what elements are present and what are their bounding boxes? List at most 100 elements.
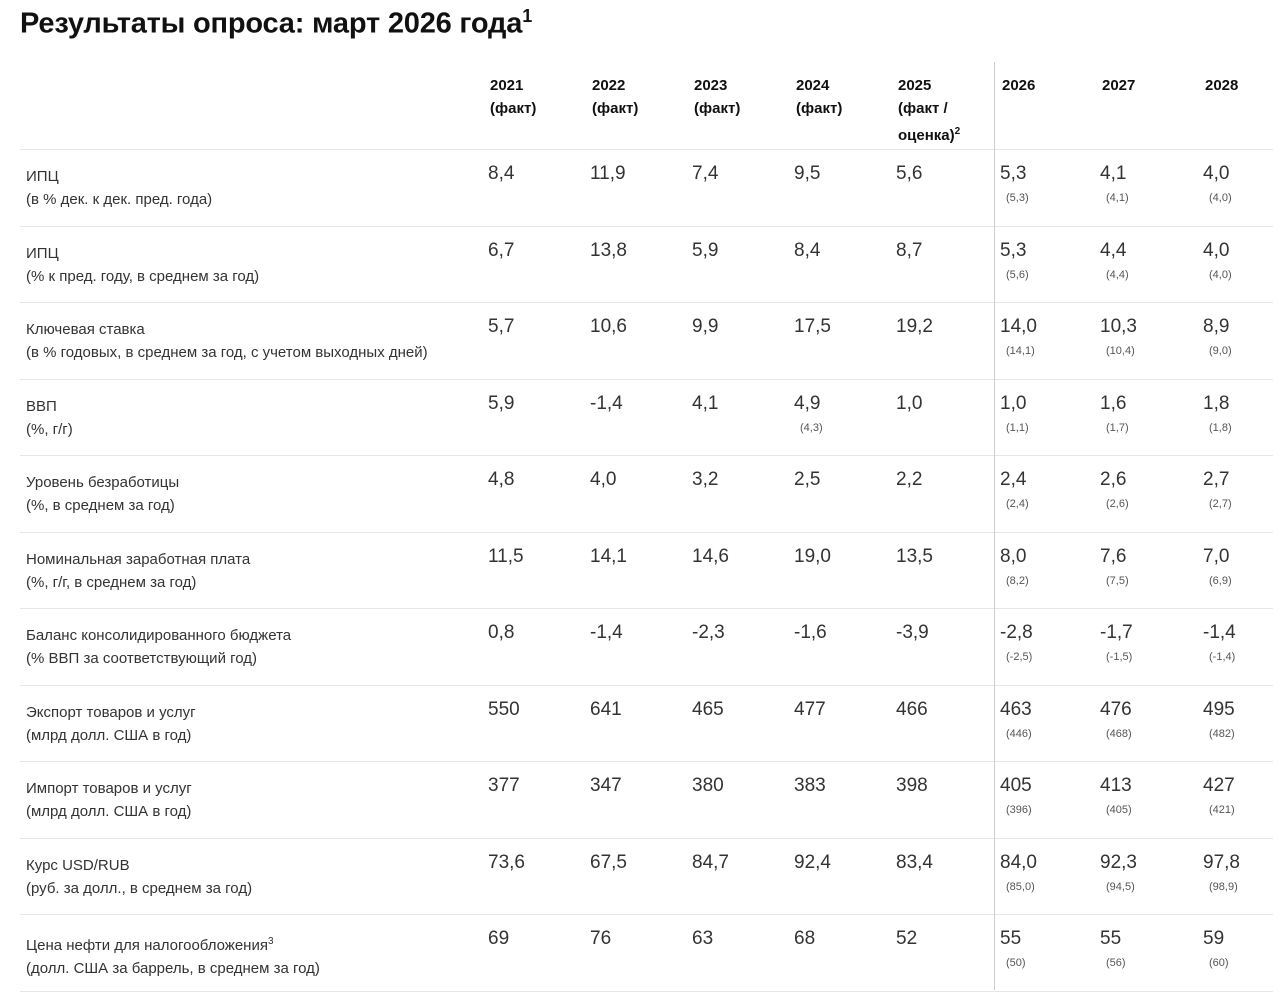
value-cell: 55 xyxy=(1100,928,1122,949)
column-header-line: 2021 xyxy=(490,77,524,94)
column-header-line: 2024 xyxy=(796,77,830,94)
value-cell: 8,7 xyxy=(896,239,923,261)
previous-forecast: (56) xyxy=(1106,957,1126,969)
value-cell: 2,6 xyxy=(1100,469,1127,490)
table-header: 2021 (факт) 2022 (факт) 2023 (факт) 2024 (факт)… xyxy=(20,62,1273,150)
previous-forecast: (396) xyxy=(1006,804,1032,816)
value-cell: 83,4 xyxy=(896,851,933,873)
value-cell: 1,6 xyxy=(1100,392,1127,414)
indicator-name-text: ИПЦ xyxy=(26,244,59,262)
row-label: ВВП (%, г/г) xyxy=(26,395,73,441)
value-cell: 2,5 xyxy=(794,469,821,490)
value-cell: -3,9 xyxy=(896,622,929,643)
value-cell: 1,0 xyxy=(896,392,923,414)
value-cell: 8,9 xyxy=(1203,316,1230,337)
value-cell: 495 xyxy=(1203,698,1235,720)
value-cell: 2,2 xyxy=(896,469,923,490)
value-cell: 5,9 xyxy=(692,239,719,261)
page-title: Результаты опроса: март 2026 года1 xyxy=(20,6,532,41)
value-cell: 13,5 xyxy=(896,545,933,567)
value-cell: -2,8 xyxy=(1000,622,1033,643)
previous-forecast: (60) xyxy=(1209,957,1229,969)
indicator-name-text: ИПЦ xyxy=(26,168,59,185)
column-header: 2025 (факт / оценка)2 xyxy=(898,74,960,147)
previous-forecast: (98,9) xyxy=(1209,880,1238,893)
value-cell: -1,4 xyxy=(590,392,623,414)
previous-forecast: (50) xyxy=(1006,957,1026,969)
column-header-line: (факт) xyxy=(592,100,639,117)
column-header: 2026 xyxy=(1002,74,1035,97)
column-header-line: (факт) xyxy=(694,100,741,117)
row-label: Ключевая ставка (в % годовых, в среднем з… xyxy=(26,318,428,364)
value-cell: 97,8 xyxy=(1203,851,1240,873)
survey-table: 2021 (факт) 2022 (факт) 2023 (факт) 2024 (факт)… xyxy=(20,62,1273,992)
value-cell: -1,6 xyxy=(794,622,827,643)
value-cell: 4,1 xyxy=(1100,163,1127,184)
previous-forecast: (468) xyxy=(1106,727,1132,740)
table-row: Экспорт товаров и услуг (млрд долл. США в… xyxy=(20,686,1273,762)
value-cell: 5,6 xyxy=(896,163,923,184)
previous-forecast: (4,0) xyxy=(1209,192,1232,204)
previous-forecast: (-2,5) xyxy=(1006,651,1033,663)
table-row: Ключевая ставка (в % годовых, в среднем з… xyxy=(20,303,1273,380)
column-header: 2023 (факт) xyxy=(694,74,740,120)
value-cell: 55 xyxy=(1000,928,1022,949)
value-cell: -2,3 xyxy=(692,622,725,643)
column-header-line: 2027 xyxy=(1102,77,1136,94)
value-cell: 73,6 xyxy=(488,851,525,873)
value-cell: 0,8 xyxy=(488,622,515,643)
row-label: Экспорт товаров и услуг (млрд долл. США в… xyxy=(26,701,196,747)
value-cell: 84,0 xyxy=(1000,851,1037,873)
title-footnote: 1 xyxy=(522,6,532,26)
previous-forecast: (1,1) xyxy=(1006,421,1029,434)
row-label: Курс USD/RUB (руб. за долл., в среднем за… xyxy=(26,854,252,900)
value-cell: 63 xyxy=(692,928,714,949)
table-row: Импорт товаров и услуг (млрд долл. США в … xyxy=(20,762,1273,839)
row-label: Уровень безработицы (%, в среднем за год) xyxy=(26,471,179,517)
value-cell: 4,0 xyxy=(590,469,617,490)
previous-forecast: (4,0) xyxy=(1209,268,1232,281)
column-header: 2021 (факт) xyxy=(490,74,536,120)
value-cell: 405 xyxy=(1000,775,1032,796)
previous-forecast: (8,2) xyxy=(1006,574,1029,587)
indicator-unit: (руб. за долл., в среднем за год) xyxy=(26,879,253,897)
row-label: Цена нефти для налогообложения3 (долл. СШ… xyxy=(26,930,320,980)
value-cell: 11,9 xyxy=(590,163,626,184)
value-cell: 347 xyxy=(590,775,622,796)
value-cell: 17,5 xyxy=(794,316,831,337)
indicator-name-text: Цена нефти для налогообложения xyxy=(26,937,268,954)
value-cell: 427 xyxy=(1203,775,1235,796)
value-cell: 465 xyxy=(692,698,724,720)
indicator-name-text: ВВП xyxy=(26,397,57,415)
value-cell: 4,0 xyxy=(1203,239,1230,261)
value-cell: 377 xyxy=(488,775,520,796)
table-row: Номинальная заработная плата (%, г/г, в с… xyxy=(20,533,1273,609)
previous-forecast: (421) xyxy=(1209,804,1235,816)
value-cell: 68 xyxy=(794,928,816,949)
value-cell: -1,7 xyxy=(1100,622,1133,643)
indicator-name-text: Уровень безработицы xyxy=(26,474,180,491)
value-cell: 5,3 xyxy=(1000,239,1027,261)
indicator-name-text: Экспорт товаров и услуг xyxy=(26,703,196,721)
column-header: 2028 xyxy=(1205,74,1238,97)
table-row: ВВП (%, г/г) 5,9 -1,4 4,1 4,9 (4,3) 1,0 1,0 (1,1)… xyxy=(20,380,1273,456)
indicator-name: ИПЦ xyxy=(26,242,259,265)
column-header: 2022 (факт) xyxy=(592,74,638,120)
value-cell: 8,4 xyxy=(488,163,515,184)
row-label: Импорт товаров и услуг (млрд долл. США в … xyxy=(26,777,192,823)
previous-forecast: (-1,5) xyxy=(1106,651,1133,663)
value-cell: 92,3 xyxy=(1100,851,1137,873)
column-header-line: (факт / xyxy=(898,100,948,117)
indicator-unit: (% к пред. году, в среднем за год) xyxy=(26,267,260,285)
previous-forecast: (4,4) xyxy=(1106,268,1129,281)
column-header-line: 2028 xyxy=(1205,77,1239,94)
column-header-line: 2025 xyxy=(898,77,932,94)
previous-forecast: (10,4) xyxy=(1106,345,1135,357)
value-cell: 1,0 xyxy=(1000,392,1027,414)
value-cell: 59 xyxy=(1203,928,1225,949)
indicator-name: Номинальная заработная плата xyxy=(26,548,250,571)
value-cell: 19,2 xyxy=(896,316,933,337)
previous-forecast: (1,7) xyxy=(1106,421,1129,434)
previous-forecast: (94,5) xyxy=(1106,880,1135,893)
value-cell: 69 xyxy=(488,928,510,949)
